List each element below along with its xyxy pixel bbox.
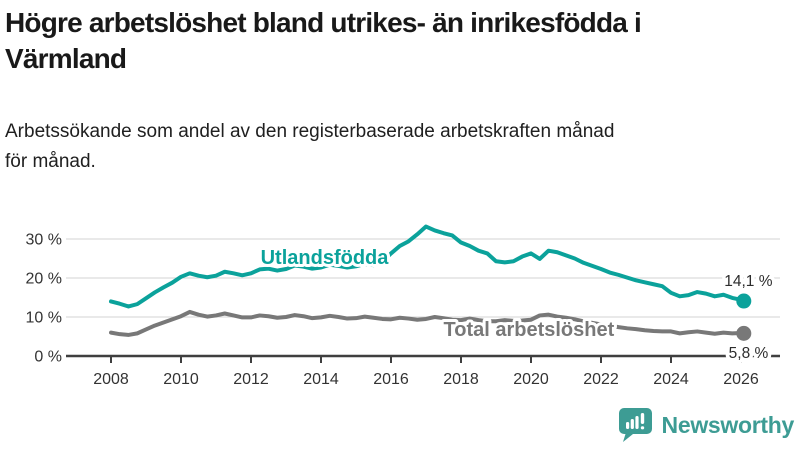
x-tick-label: 2010 [163,371,199,388]
x-tick-label: 2020 [513,371,549,388]
series-end-dot-total-arbetsloshet [736,325,752,341]
page-title-line-2: Värmland [5,43,127,75]
y-tick-label: 20 % [26,271,62,288]
value-label: 5,8 % [729,345,769,362]
x-tick-label: 2018 [443,371,479,388]
newsworthy-logo[interactable]: Newsworthy [617,407,794,444]
y-tick-label: 0 % [34,349,62,366]
value-label: 14,1 % [724,273,772,290]
page-title: Högre arbetslöshet bland utrikes- än inr… [5,5,798,78]
series-line-total-arbetsloshet [109,309,746,337]
bar-chart-speech-bubble-icon [618,408,652,442]
chart-subtitle-line-1: Arbetssökande som andel av den registerb… [5,121,615,142]
series-end-dot-utlandsfodda [736,293,752,309]
x-tick-label: 2024 [653,371,689,388]
x-tick-label: 2014 [303,371,339,388]
x-tick-label: 2008 [93,371,129,388]
series-label: Utlandsfödda [261,247,390,269]
y-tick-label: 10 % [26,310,62,327]
page-title-line-1: Högre arbetslöshet bland utrikes- än inr… [5,7,642,38]
newsworthy-logo-text: Newsworthy [661,412,795,438]
chart-subtitle-line-2: för månad. [5,151,96,173]
x-tick-label: 2022 [583,371,619,388]
y-tick-label: 30 % [26,232,62,249]
x-tick-label: 2026 [723,371,759,388]
series-line-utlandsfodda [109,224,746,309]
chart-subtitle: Arbetssökande som andel av den registerb… [5,117,790,178]
x-tick-label: 2016 [373,371,409,388]
series-label: Total arbetslöshet [444,319,615,341]
unemployment-line-chart: 2008 2010 2012 2014 2016 2018 2020 2022 2024 2026… [26,224,780,388]
x-tick-label: 2012 [233,371,269,388]
